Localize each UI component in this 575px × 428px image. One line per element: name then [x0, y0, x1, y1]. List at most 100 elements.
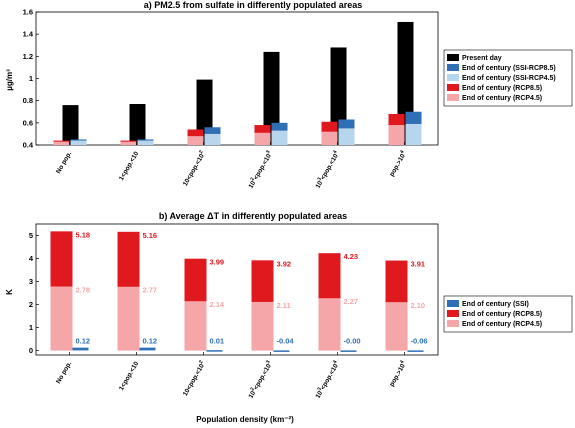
panel-b-legend-box [443, 295, 573, 333]
panel-b-label-rcp85: 3.91 [411, 260, 426, 269]
panel-b-label-ssi: -0.04 [277, 336, 295, 345]
panel-a-bar-ssi-rcp45 [204, 133, 221, 145]
panel-b-y-tick-label: 2 [29, 300, 33, 309]
panel-a-y-tick-label: 1.4 [23, 30, 34, 39]
panel-a-bar-rcp45 [120, 141, 137, 145]
panel-b-y-tick-label: 1 [29, 323, 33, 332]
panel-b-legend-label-end-of-century-rcp8-5: End of century (RCP8.5) [462, 311, 542, 318]
panel-a-bar-rcp45 [187, 136, 204, 145]
panel-a-legend-swatch-end-of-century-rcp4-5 [447, 94, 459, 101]
panel-b-label-rcp45: 2.78 [76, 286, 91, 295]
panel-a-x-tick-1-pop-10: 1<pop.<10 [118, 150, 140, 182]
panel-a-bar-present-day [62, 105, 79, 145]
panel-b-y-tick-label: 0 [29, 346, 33, 355]
panel-b-label-rcp85: 3.92 [277, 259, 292, 268]
panel-b-label-rcp85: 5.16 [143, 231, 158, 240]
panel-a-x-tick-10-2-pop-10-3: 102<pop.<103 [246, 149, 275, 189]
panel-a-bar-ssi-rcp45 [338, 128, 355, 145]
panel-b-legend: End of century (SSI) End of century (RCP8… [443, 295, 573, 333]
panel-a-plot-frame [35, 11, 439, 146]
panel-b-bar-ssi [139, 347, 156, 351]
panel-b-bar-rcp45 [385, 302, 408, 351]
panel-a-bar-rcp45 [321, 131, 338, 145]
panel-a-axes: 0.4 0.6 0.8 1 1.2 1.4 1.6 No pop. 1<pop.<10 10<po… [23, 8, 439, 190]
panel-a-y-tick-label: 0.6 [23, 118, 33, 127]
panel-b-y-tick-label: 4 [29, 254, 34, 263]
panel-b-x-tick-1-pop-10: 1<pop.<10 [118, 360, 140, 392]
panel-a-legend: Present day End of century (SSI-RCP8.5) En… [443, 49, 573, 107]
panel-a-y-tick-label: 1.6 [23, 8, 33, 17]
panel-b-plot-frame [35, 223, 439, 356]
panel-b-label-ssi: -0.00 [344, 336, 361, 345]
panel-b-label-ssi: 0.12 [143, 336, 158, 345]
panel-a-bar-ssi-rcp45 [271, 130, 288, 145]
panel-b-label-rcp45: 2.27 [344, 297, 359, 306]
panel-b-bar-rcp45 [318, 298, 341, 351]
panel-b-label-rcp45: 2.11 [277, 301, 291, 310]
panel-b-axes: 0 1 2 3 4 5 5.18 2.78 0.12 No pop. 5.16 2.77 0.12 1<p… [29, 223, 439, 400]
panel-a-bar-rcp45 [53, 141, 70, 145]
panel-b-bar-ssi [273, 350, 290, 352]
panel-b-y-tick-label: 5 [29, 231, 33, 240]
panel-a-y-tick-label: 1.2 [23, 52, 33, 61]
panel-b-bar-rcp45 [184, 301, 207, 351]
panel-b-x-tick-pop-10-4: pop.>104 [387, 359, 409, 388]
panel-a-legend-swatch-end-of-century-ssi-rcp4-5 [447, 74, 459, 81]
panel-a-y-tick-label: 0.8 [23, 96, 33, 105]
panel-a-bar-ssi-rcp45 [70, 140, 87, 145]
panel-b-label-rcp85: 3.99 [210, 258, 225, 267]
panel-a-legend-swatch-end-of-century-rcp8-5 [447, 84, 459, 91]
panel-b-legend-swatch-end-of-century-rcp4-5 [447, 320, 459, 327]
panel-b-label-ssi: -0.06 [411, 336, 428, 345]
panel-b-y-label: K [5, 289, 14, 295]
panel-a-legend-label-end-of-century-rcp4-5: End of century (RCP4.5) [462, 95, 542, 102]
panel-b-bar-ssi [206, 350, 223, 352]
panel-b-bar-rcp45 [117, 286, 140, 351]
panel-a-bar-ssi-rcp45 [405, 123, 422, 145]
panel-b-bar-ssi [72, 347, 89, 351]
panel-b-legend-swatch-end-of-century-rcp8-5 [447, 310, 459, 317]
panel-b-label-rcp85: 5.18 [76, 230, 91, 239]
panel-b-bar-rcp45 [50, 286, 73, 351]
panel-a-bar-rcp45 [254, 132, 271, 145]
panel-b-label-rcp45: 2.77 [143, 286, 158, 295]
panel-a-x-tick-pop-10-4: pop.>104 [387, 149, 409, 178]
panel-b-bar-rcp45 [251, 301, 274, 351]
panel-b-legend-label-end-of-century-ssi: End of century (SSI) [462, 301, 529, 308]
panel-b-legend-swatch-end-of-century-ssi [447, 300, 459, 307]
panel-a-legend-label-present-day: Present day [462, 55, 502, 62]
panel-b-label-rcp45: 2.10 [411, 301, 426, 310]
panel-a-bar-ssi-rcp45 [137, 140, 154, 145]
panel-b-title: b) Average ΔT in differently populated a… [159, 211, 347, 221]
panel-a-y-tick-label: 1 [29, 74, 33, 83]
panel-b-x-tick-no-pop: No pop. [55, 360, 73, 385]
panel-a-bar-present-day [129, 103, 146, 145]
panel-b-label-rcp45: 2.14 [210, 300, 225, 309]
panel-b-x-label: Population density (km⁻²) [196, 415, 294, 424]
panel-a-x-tick-10-pop-10-2: 10<pop.<102 [180, 149, 207, 187]
panel-b-label-ssi: 0.01 [210, 336, 225, 345]
panel-a-y-label: µg/m³ [5, 69, 14, 91]
panel-a-legend-box [443, 49, 573, 107]
panel-b-legend-label-end-of-century-rcp4-5: End of century (RCP4.5) [462, 321, 542, 328]
panel-a-bar-present-day [263, 51, 280, 145]
panel-a-legend-label-end-of-century-rcp8-5: End of century (RCP8.5) [462, 85, 542, 92]
panel-b-label-rcp85: 4.23 [344, 252, 359, 261]
panel-a-y-tick-label: 0.4 [23, 141, 34, 150]
panel-a-x-tick-10-3-pop-10-4: 103<pop.<104 [313, 149, 342, 189]
panel-a-x-tick-no-pop: No pop. [55, 150, 73, 175]
panel-b-label-ssi: 0.12 [76, 336, 91, 345]
panel-b-y-tick-label: 3 [29, 277, 33, 286]
panel-a-legend-swatch-present-day [447, 54, 459, 61]
panel-a-legend-swatch-end-of-century-ssi-rcp8-5 [447, 64, 459, 71]
panel-b-bar-ssi [340, 350, 357, 352]
panel-b-x-tick-10-pop-10-2: 10<pop.<102 [180, 359, 207, 397]
panel-a-bar-rcp45 [388, 125, 405, 145]
panel-b-x-tick-10-2-pop-10-3: 102<pop.<103 [246, 359, 275, 399]
panel-a-legend-label-end-of-century-ssi-rcp4-5: End of century (SSI-RCP4.5) [462, 75, 556, 82]
panel-b-x-tick-10-3-pop-10-4: 103<pop.<104 [313, 359, 342, 399]
panel-a-legend-label-end-of-century-ssi-rcp8-5: End of century (SSI-RCP8.5) [462, 65, 556, 72]
panel-a-title: a) PM2.5 from sulfate in differently pop… [144, 0, 363, 10]
panel-b-bar-ssi [407, 350, 424, 352]
